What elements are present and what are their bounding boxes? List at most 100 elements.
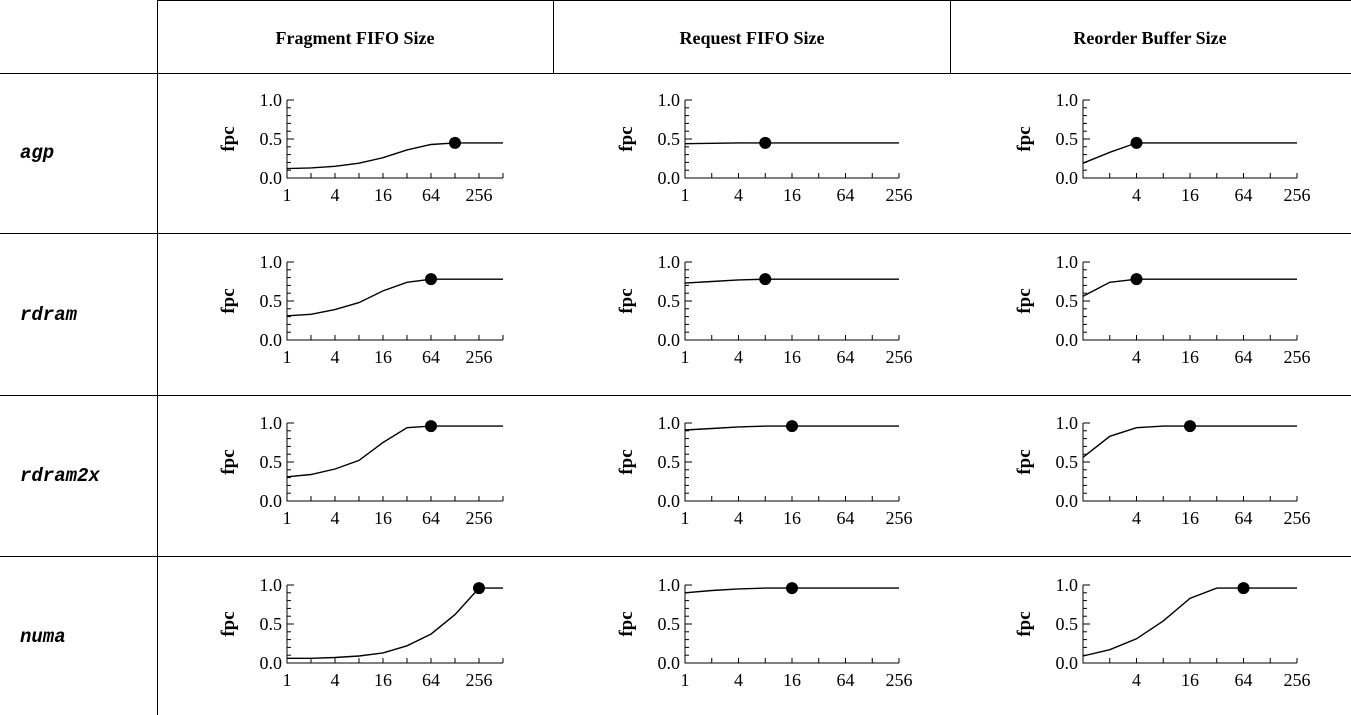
y-tick-label: 0.0	[1056, 653, 1079, 673]
x-tick-label: 64	[422, 508, 440, 528]
selected-point-agp-reorder	[1130, 136, 1143, 149]
row-label-agp: agp	[20, 142, 54, 164]
x-tick-label: 64	[837, 347, 855, 367]
x-tick-label: 16	[374, 185, 392, 205]
x-tick-label: 256	[1284, 185, 1311, 205]
x-tick-label: 1	[681, 185, 690, 205]
plot-agp-reorder: 0.0 0.5 1.0 fpc 4 16 64 256	[1014, 90, 1311, 205]
x-tick-label: 64	[837, 185, 855, 205]
x-tick-label: 4	[734, 508, 743, 528]
x-tick-label: 4	[331, 347, 340, 367]
plot-rdram2x-request: 0.0 0.5 1.0 fpc 1 4 16 64 256	[616, 413, 913, 528]
plot-rdram-request: 0.0 0.5 1.0 fpc 1 4 16 64 256	[616, 252, 913, 367]
y-axis-label: fpc	[218, 288, 239, 313]
series-line-rdram-reorder	[1082, 278, 1297, 297]
x-tick-label: 16	[374, 670, 392, 690]
y-tick-label: 0.5	[1056, 291, 1079, 311]
x-tick-label: 256	[1284, 670, 1311, 690]
x-tick-label: 256	[1284, 508, 1311, 528]
series-line-rdram-request	[684, 278, 899, 284]
column-header-reorder-buffer: Reorder Buffer Size	[1073, 28, 1226, 48]
plot-rdram2x-reorder: 0.0 0.5 1.0 fpc 4 16 64 256	[1014, 413, 1311, 528]
y-tick-label: 0.0	[260, 491, 283, 511]
plots-layer: 0.0 0.5 1.0 fpc 1 4 16 64 256 0.0 0.5 1.0 fpc 1 4 16 64 2…	[218, 90, 1311, 690]
y-tick-label: 1.0	[1056, 252, 1079, 272]
y-tick-label: 1.0	[1056, 413, 1079, 433]
x-tick-label: 16	[783, 670, 801, 690]
plot-numa-reorder: 0.0 0.5 1.0 fpc 4 16 64 256	[1014, 575, 1311, 690]
y-tick-label: 1.0	[260, 252, 283, 272]
x-tick-label: 16	[1181, 508, 1199, 528]
y-tick-label: 0.0	[260, 653, 283, 673]
x-tick-label: 256	[886, 185, 913, 205]
selected-point-rdram2x-reorder	[1184, 420, 1196, 433]
row-label-rdram2x: rdram2x	[20, 465, 100, 487]
x-tick-label: 4	[1132, 185, 1141, 205]
y-tick-label: 0.5	[658, 614, 681, 634]
row-label-numa: numa	[20, 626, 66, 648]
x-tick-label: 256	[1284, 347, 1311, 367]
x-tick-label: 4	[331, 670, 340, 690]
y-tick-label: 1.0	[1056, 90, 1079, 110]
series-line-numa-reorder	[1082, 587, 1297, 657]
plot-rdram-reorder: 0.0 0.5 1.0 fpc 4 16 64 256	[1014, 252, 1311, 367]
x-tick-label: 64	[1235, 670, 1253, 690]
x-tick-label: 4	[1132, 670, 1141, 690]
x-tick-label: 4	[1132, 508, 1141, 528]
y-tick-label: 0.0	[658, 653, 681, 673]
x-tick-label: 16	[783, 185, 801, 205]
series-line-agp-reorder	[1082, 142, 1297, 164]
x-tick-label: 256	[886, 347, 913, 367]
y-axis-label: fpc	[616, 288, 637, 313]
y-axis-label: fpc	[1014, 288, 1035, 313]
plot-rdram2x-fragment: 0.0 0.5 1.0 fpc 1 4 16 64 256	[218, 413, 504, 528]
series-line-agp-request	[684, 142, 899, 145]
y-axis-label: fpc	[1014, 126, 1035, 151]
y-tick-label: 1.0	[658, 252, 681, 272]
y-tick-label: 1.0	[260, 413, 283, 433]
y-tick-label: 0.0	[658, 330, 681, 350]
y-tick-label: 0.5	[658, 129, 681, 149]
y-axis-label: fpc	[1014, 611, 1035, 636]
y-tick-label: 0.0	[1056, 330, 1079, 350]
x-tick-label: 64	[1235, 185, 1253, 205]
x-tick-label: 256	[886, 670, 913, 690]
y-tick-label: 0.0	[658, 491, 681, 511]
x-tick-label: 4	[331, 185, 340, 205]
y-tick-label: 0.5	[1056, 452, 1079, 472]
selected-point-rdram2x-fragment	[425, 420, 437, 433]
x-tick-label: 4	[331, 508, 340, 528]
selected-point-agp-request	[759, 136, 772, 149]
x-tick-label: 16	[374, 508, 392, 528]
series-line-rdram-fragment	[286, 278, 503, 317]
x-tick-label: 256	[466, 508, 493, 528]
selected-point-numa-fragment	[473, 582, 485, 595]
y-tick-label: 0.5	[260, 452, 283, 472]
x-tick-label: 1	[681, 347, 690, 367]
selected-point-rdram-fragment	[425, 273, 437, 286]
column-header-fragment-fifo: Fragment FIFO Size	[276, 28, 435, 48]
x-tick-label: 16	[374, 347, 392, 367]
y-tick-label: 0.0	[1056, 491, 1079, 511]
x-tick-label: 1	[283, 670, 292, 690]
y-axis-label: fpc	[616, 611, 637, 636]
x-tick-label: 4	[734, 185, 743, 205]
x-tick-label: 1	[283, 185, 292, 205]
y-axis-label: fpc	[1014, 449, 1035, 474]
y-axis-label: fpc	[218, 611, 239, 636]
x-tick-label: 1	[283, 347, 292, 367]
y-axis-label: fpc	[616, 126, 637, 151]
x-tick-label: 64	[837, 670, 855, 690]
x-tick-label: 256	[886, 508, 913, 528]
y-tick-label: 0.5	[260, 129, 283, 149]
y-tick-label: 1.0	[260, 575, 283, 595]
plot-rdram-fragment: 0.0 0.5 1.0 fpc 1 4 16 64 256	[218, 252, 504, 367]
x-tick-label: 64	[422, 670, 440, 690]
x-tick-label: 256	[466, 185, 493, 205]
x-tick-label: 4	[1132, 347, 1141, 367]
selected-point-numa-reorder	[1237, 582, 1250, 595]
plot-agp-fragment: 0.0 0.5 1.0 fpc 1 4 16 64 256	[218, 90, 504, 205]
y-tick-label: 1.0	[658, 90, 681, 110]
